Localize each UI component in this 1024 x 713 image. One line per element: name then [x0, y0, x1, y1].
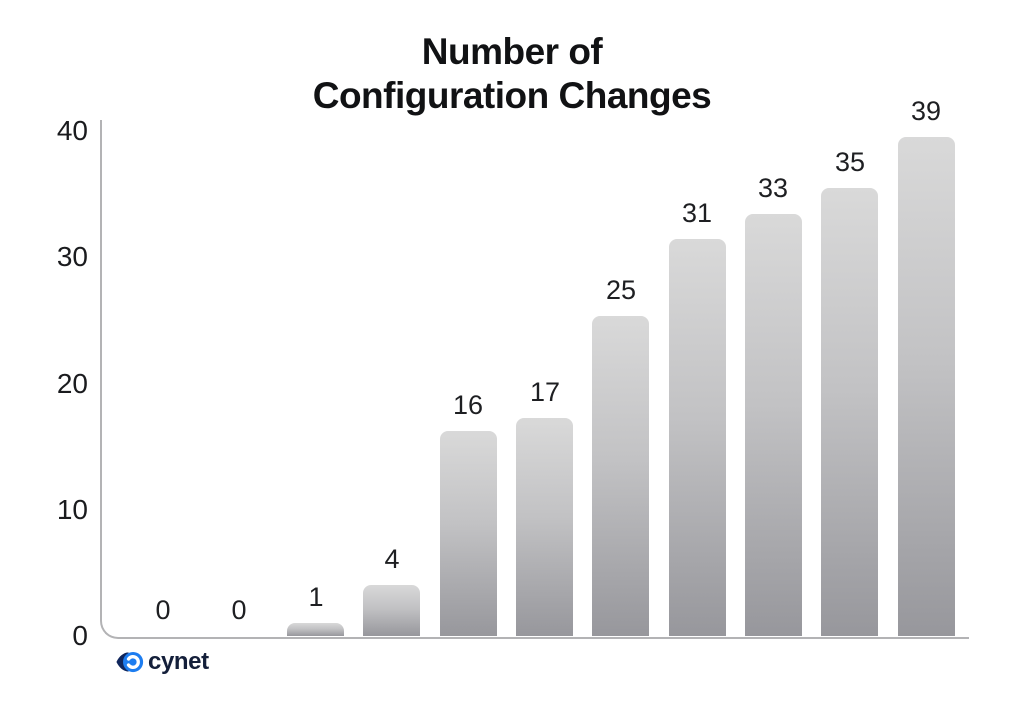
y-tick-label: 40: [56, 115, 88, 146]
bar-value-label: 17: [529, 377, 561, 407]
axis-lines: [100, 120, 969, 639]
y-tick-label: 0: [72, 620, 88, 651]
bar-value-label: 4: [384, 544, 400, 574]
cynet-logo: cynet: [116, 648, 209, 676]
bar: [440, 431, 497, 636]
bar: [592, 316, 649, 636]
cynet-eye-icon: [116, 651, 144, 673]
bar: [669, 239, 726, 636]
bar-value-label: 0: [155, 595, 171, 625]
bar-value-label: 39: [910, 96, 942, 126]
chart-title: Number of Configuration Changes: [312, 31, 712, 116]
y-tick-label: 30: [56, 241, 88, 273]
bar-value-label: 0: [231, 595, 247, 625]
bar-value-label: 35: [834, 147, 866, 177]
bar-value-label: 33: [757, 173, 789, 203]
bar: [745, 214, 802, 636]
y-tick-label: 20: [56, 367, 88, 399]
bar: [287, 623, 344, 636]
y-tick-label: 10: [56, 493, 88, 525]
bar-value-label: 31: [681, 198, 713, 228]
bar: [363, 585, 420, 636]
bar: [898, 137, 955, 636]
bar: [821, 188, 878, 636]
bar: [516, 418, 573, 636]
bar-value-label: 25: [605, 275, 637, 305]
cynet-logo-text: cynet: [148, 648, 209, 675]
bar-value-label: 1: [308, 582, 324, 612]
bar-value-label: 16: [452, 390, 484, 420]
